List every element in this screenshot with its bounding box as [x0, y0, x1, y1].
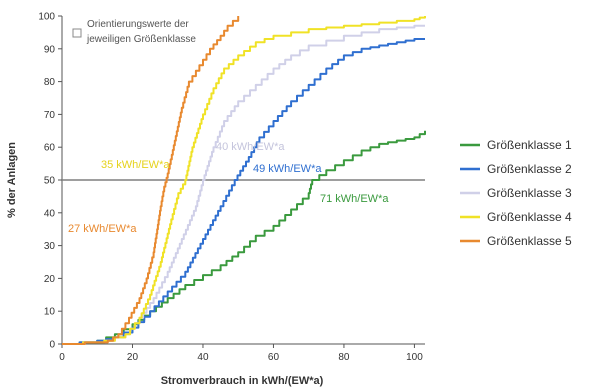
y-tick-label: 100 — [38, 12, 55, 23]
x-tick-label: 0 — [59, 352, 65, 363]
series-line-5 — [62, 16, 240, 345]
y-tick-label: 90 — [44, 44, 56, 55]
x-tick-label: 80 — [338, 352, 350, 363]
y-tick-label: 50 — [44, 176, 56, 187]
x-tick-label: 20 — [127, 352, 139, 363]
x-tick-label: 60 — [268, 352, 280, 363]
legend-label-3: Größenklasse 3 — [487, 186, 572, 200]
series-line-1 — [62, 130, 426, 345]
annotation-27: 27 kWh/EW*a — [68, 223, 137, 235]
y-axis-title: % der Anlagen — [6, 142, 18, 218]
series-line-2 — [62, 38, 425, 345]
series-line-4 — [62, 16, 426, 345]
legend: Größenklasse 1 Größenklasse 2 Größenklasse… — [460, 138, 572, 248]
series-line-3 — [62, 24, 425, 345]
y-tick-label: 0 — [49, 340, 55, 351]
annotation-49: 49 kWh/EW*a — [253, 163, 322, 175]
plot-area: 0 10 20 30 40 50 60 70 80 90 100 0 20 40 60 80 100 — [38, 12, 426, 363]
annotation-40: 40 kWh/EW*a — [216, 141, 285, 153]
note-marker — [72, 28, 82, 38]
annotation-35: 35 kWh/EW*a — [101, 159, 170, 171]
annotation-71: 71 kWh/EW*a — [320, 193, 389, 205]
y-tick-label: 40 — [44, 208, 56, 219]
y-tick-label: 80 — [44, 77, 56, 88]
y-tick-label: 60 — [44, 143, 56, 154]
y-tick-label: 10 — [44, 307, 56, 318]
note-text-line-2: jeweiligen Größenklasse — [86, 34, 196, 45]
x-axis-title: Stromverbrauch in kWh/(EW*a) — [161, 375, 324, 387]
y-tick-label: 30 — [44, 241, 56, 252]
y-tick-label: 20 — [44, 274, 56, 285]
x-tick-label: 40 — [197, 352, 209, 363]
legend-label-2: Größenklasse 2 — [487, 162, 572, 176]
legend-label-4: Größenklasse 4 — [487, 210, 572, 224]
note-text-line-1: Orientierungswerte der — [87, 19, 189, 30]
x-tick-label: 100 — [406, 352, 423, 363]
y-tick-label: 70 — [44, 110, 56, 121]
legend-label-1: Größenklasse 1 — [487, 138, 572, 152]
legend-label-5: Größenklasse 5 — [487, 234, 572, 248]
